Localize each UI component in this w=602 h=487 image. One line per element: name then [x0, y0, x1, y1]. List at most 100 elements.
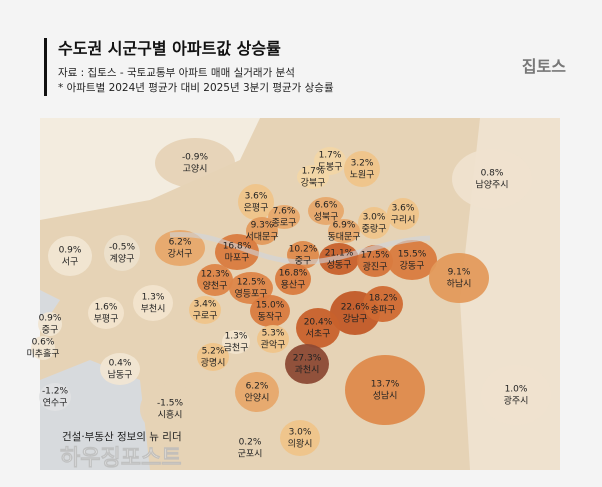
han-river [169, 231, 431, 265]
note: * 아파트별 2024년 평균가 대비 2025년 3분기 평균가 상승률 [58, 82, 334, 94]
region-name: 부천시 [141, 304, 166, 315]
region-change: -1.2% [42, 387, 69, 397]
region-area [39, 383, 71, 411]
region-name: 성남시 [373, 391, 398, 402]
region-area [250, 295, 290, 327]
region-name: 강동구 [400, 261, 425, 272]
region-area [88, 297, 124, 329]
region-name: 하남시 [447, 279, 472, 290]
region-change: 6.2% [246, 382, 269, 392]
region-name: 부평구 [94, 314, 119, 325]
region-change: 9.1% [448, 268, 471, 278]
region-name: 도봉구 [318, 162, 343, 173]
region-area [197, 264, 233, 296]
region-name: 동대문구 [327, 232, 360, 243]
region-change: 5.3% [262, 329, 285, 339]
region-name: 연수구 [43, 398, 68, 409]
map-area [31, 118, 560, 470]
region-name: 영등포구 [234, 289, 267, 300]
logo: 집토스 [522, 57, 566, 76]
region-area [246, 217, 278, 245]
region-change: 20.4% [304, 318, 333, 328]
region-area [257, 325, 289, 353]
region-area [104, 235, 140, 271]
region-name: 광명시 [201, 357, 226, 369]
region-change: 1.0% [505, 385, 528, 395]
region-area [275, 263, 311, 295]
region-change: 7.6% [273, 207, 296, 217]
region-name: 구로구 [193, 311, 218, 322]
region-area [280, 420, 320, 456]
region-name: 중구 [295, 256, 312, 267]
region-change: -0.5% [109, 243, 136, 253]
region-name: 금천구 [224, 343, 249, 354]
region-area [229, 272, 273, 304]
region-area [268, 205, 300, 229]
region-change: 17.5% [361, 251, 390, 261]
region-name: 서초구 [306, 329, 331, 340]
region-area [363, 286, 403, 322]
region-area [155, 230, 205, 266]
region-area [345, 355, 425, 425]
region-area [296, 308, 340, 348]
region-name: 송파구 [371, 305, 396, 316]
region-area [232, 432, 268, 464]
region-name: 광주시 [504, 395, 529, 407]
region-area [100, 353, 140, 385]
region-change: 13.7% [371, 380, 400, 390]
region-change: 0.2% [239, 438, 262, 448]
region-change: 3.2% [351, 159, 374, 169]
region-change: 3.6% [245, 192, 268, 202]
region-area [308, 197, 344, 225]
region-change: 3.0% [289, 428, 312, 438]
region-change: 0.9% [59, 246, 82, 256]
region-name: 과천시 [295, 365, 320, 376]
title: 수도권 시군구별 아파트값 상승률 [58, 39, 281, 58]
region-name: 광진구 [363, 261, 388, 273]
region-name: 관악구 [261, 339, 286, 351]
region-change: 3.0% [363, 213, 386, 223]
region-area [357, 245, 393, 277]
region-change: 18.2% [369, 294, 398, 304]
watermark: 하우징포스트 [60, 446, 181, 471]
sea [40, 290, 150, 470]
region-area [155, 138, 235, 188]
region-change: 12.3% [201, 270, 230, 280]
region-name: 은평구 [244, 203, 269, 214]
region-area [38, 312, 62, 336]
region-change: 1.7% [319, 151, 342, 161]
source: 자료 : 집토스 - 국토교통부 아파트 매매 실거래가 분석 [58, 67, 295, 79]
region-area [387, 240, 437, 280]
region-area [328, 219, 360, 243]
region-area [31, 336, 55, 360]
region-area [481, 365, 551, 425]
region-change: 15.5% [398, 250, 427, 260]
region-change: 0.4% [109, 359, 132, 369]
region-change: 27.3% [293, 354, 322, 364]
region-change: 22.6% [341, 303, 370, 313]
region-change: 1.7% [302, 167, 325, 177]
region-change: 9.3% [251, 221, 274, 231]
region-change: 3.6% [392, 204, 415, 214]
region-area [48, 236, 92, 276]
region-name: 미추홀구 [26, 348, 59, 360]
region-change: 10.2% [289, 245, 318, 255]
region-change: 0.9% [39, 314, 62, 324]
region-area [452, 149, 532, 209]
region-name: 고양시 [183, 164, 208, 175]
region-change: 15.0% [256, 301, 285, 311]
region-area [235, 372, 279, 412]
region-name: 중랑구 [362, 223, 387, 235]
region-change: 16.8% [223, 242, 252, 252]
region-name: 마포구 [225, 253, 250, 264]
region-change: 6.6% [315, 201, 338, 211]
region-change: 5.2% [202, 347, 225, 357]
region-change: 3.4% [194, 300, 217, 310]
region-name: 계양구 [110, 253, 135, 265]
region-area [197, 343, 229, 371]
region-change: 1.6% [95, 303, 118, 313]
region-name: 종로구 [272, 218, 297, 229]
region-change: 6.9% [333, 221, 356, 231]
